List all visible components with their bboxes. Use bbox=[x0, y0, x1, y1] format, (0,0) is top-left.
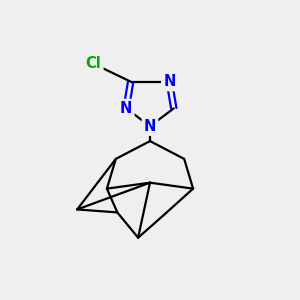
Text: N: N bbox=[144, 119, 156, 134]
Text: Cl: Cl bbox=[86, 56, 101, 71]
Text: N: N bbox=[163, 74, 176, 89]
Text: N: N bbox=[120, 101, 132, 116]
